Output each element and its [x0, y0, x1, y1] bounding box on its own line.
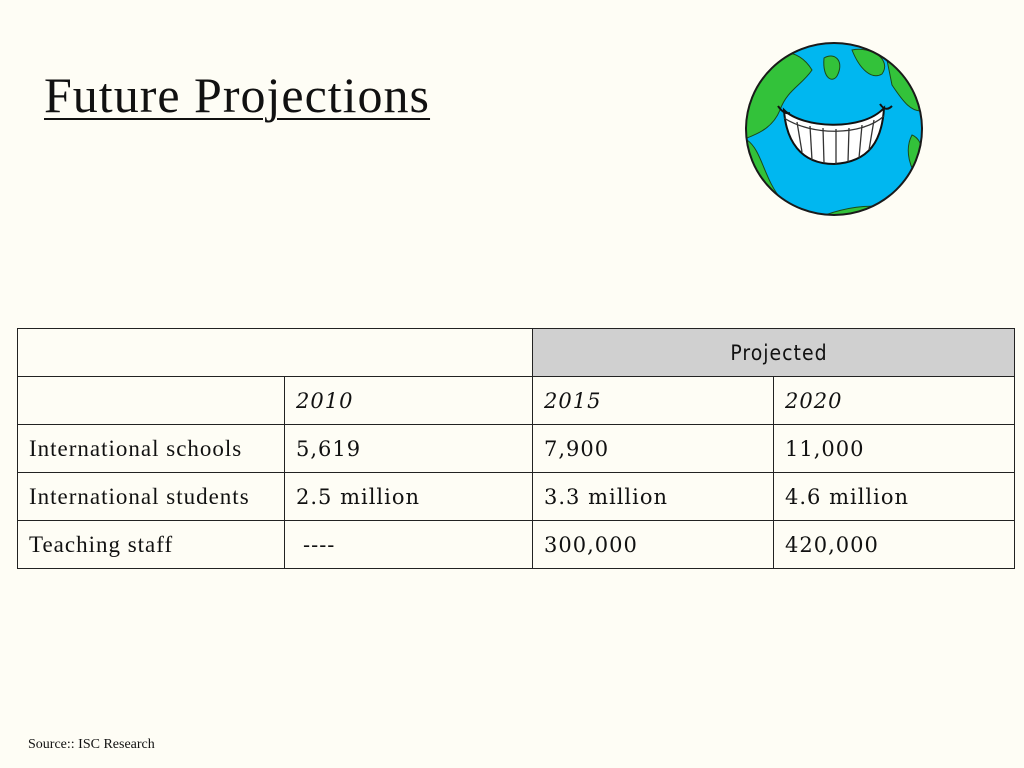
table-row: International schools 5,619 7,900 11,000	[17, 424, 1015, 473]
table-cell: 4.6 million	[773, 472, 1015, 521]
year-header: 2020	[773, 376, 1015, 425]
table-group-header-row: Projected	[17, 328, 1015, 377]
empty-header-cell	[17, 328, 533, 377]
year-header: 2015	[532, 376, 774, 425]
projections-table: Projected 2010 2015 2020 International s…	[17, 328, 1015, 569]
source-note: Source:: ISC Research	[28, 737, 155, 752]
table-row: International students 2.5 million 3.3 m…	[17, 472, 1015, 521]
row-label: International schools	[17, 424, 285, 473]
smiling-globe-icon	[745, 42, 923, 216]
table-year-row: 2010 2015 2020	[17, 376, 1015, 425]
table-cell: ----	[284, 520, 533, 569]
projected-header: Projected	[532, 328, 1015, 377]
table-cell: 11,000	[773, 424, 1015, 473]
year-header: 2010	[284, 376, 533, 425]
slide-title: Future Projections	[44, 67, 431, 123]
table-cell: 3.3 million	[532, 472, 774, 521]
table-row: Teaching staff ---- 300,000 420,000	[17, 520, 1015, 569]
table-cell: 300,000	[532, 520, 774, 569]
table-cell: 7,900	[532, 424, 774, 473]
table-cell: 5,619	[284, 424, 533, 473]
table-cell: 2.5 million	[284, 472, 533, 521]
table-cell: 420,000	[773, 520, 1015, 569]
empty-label-cell	[17, 376, 285, 425]
row-label: International students	[17, 472, 285, 521]
row-label: Teaching staff	[17, 520, 285, 569]
